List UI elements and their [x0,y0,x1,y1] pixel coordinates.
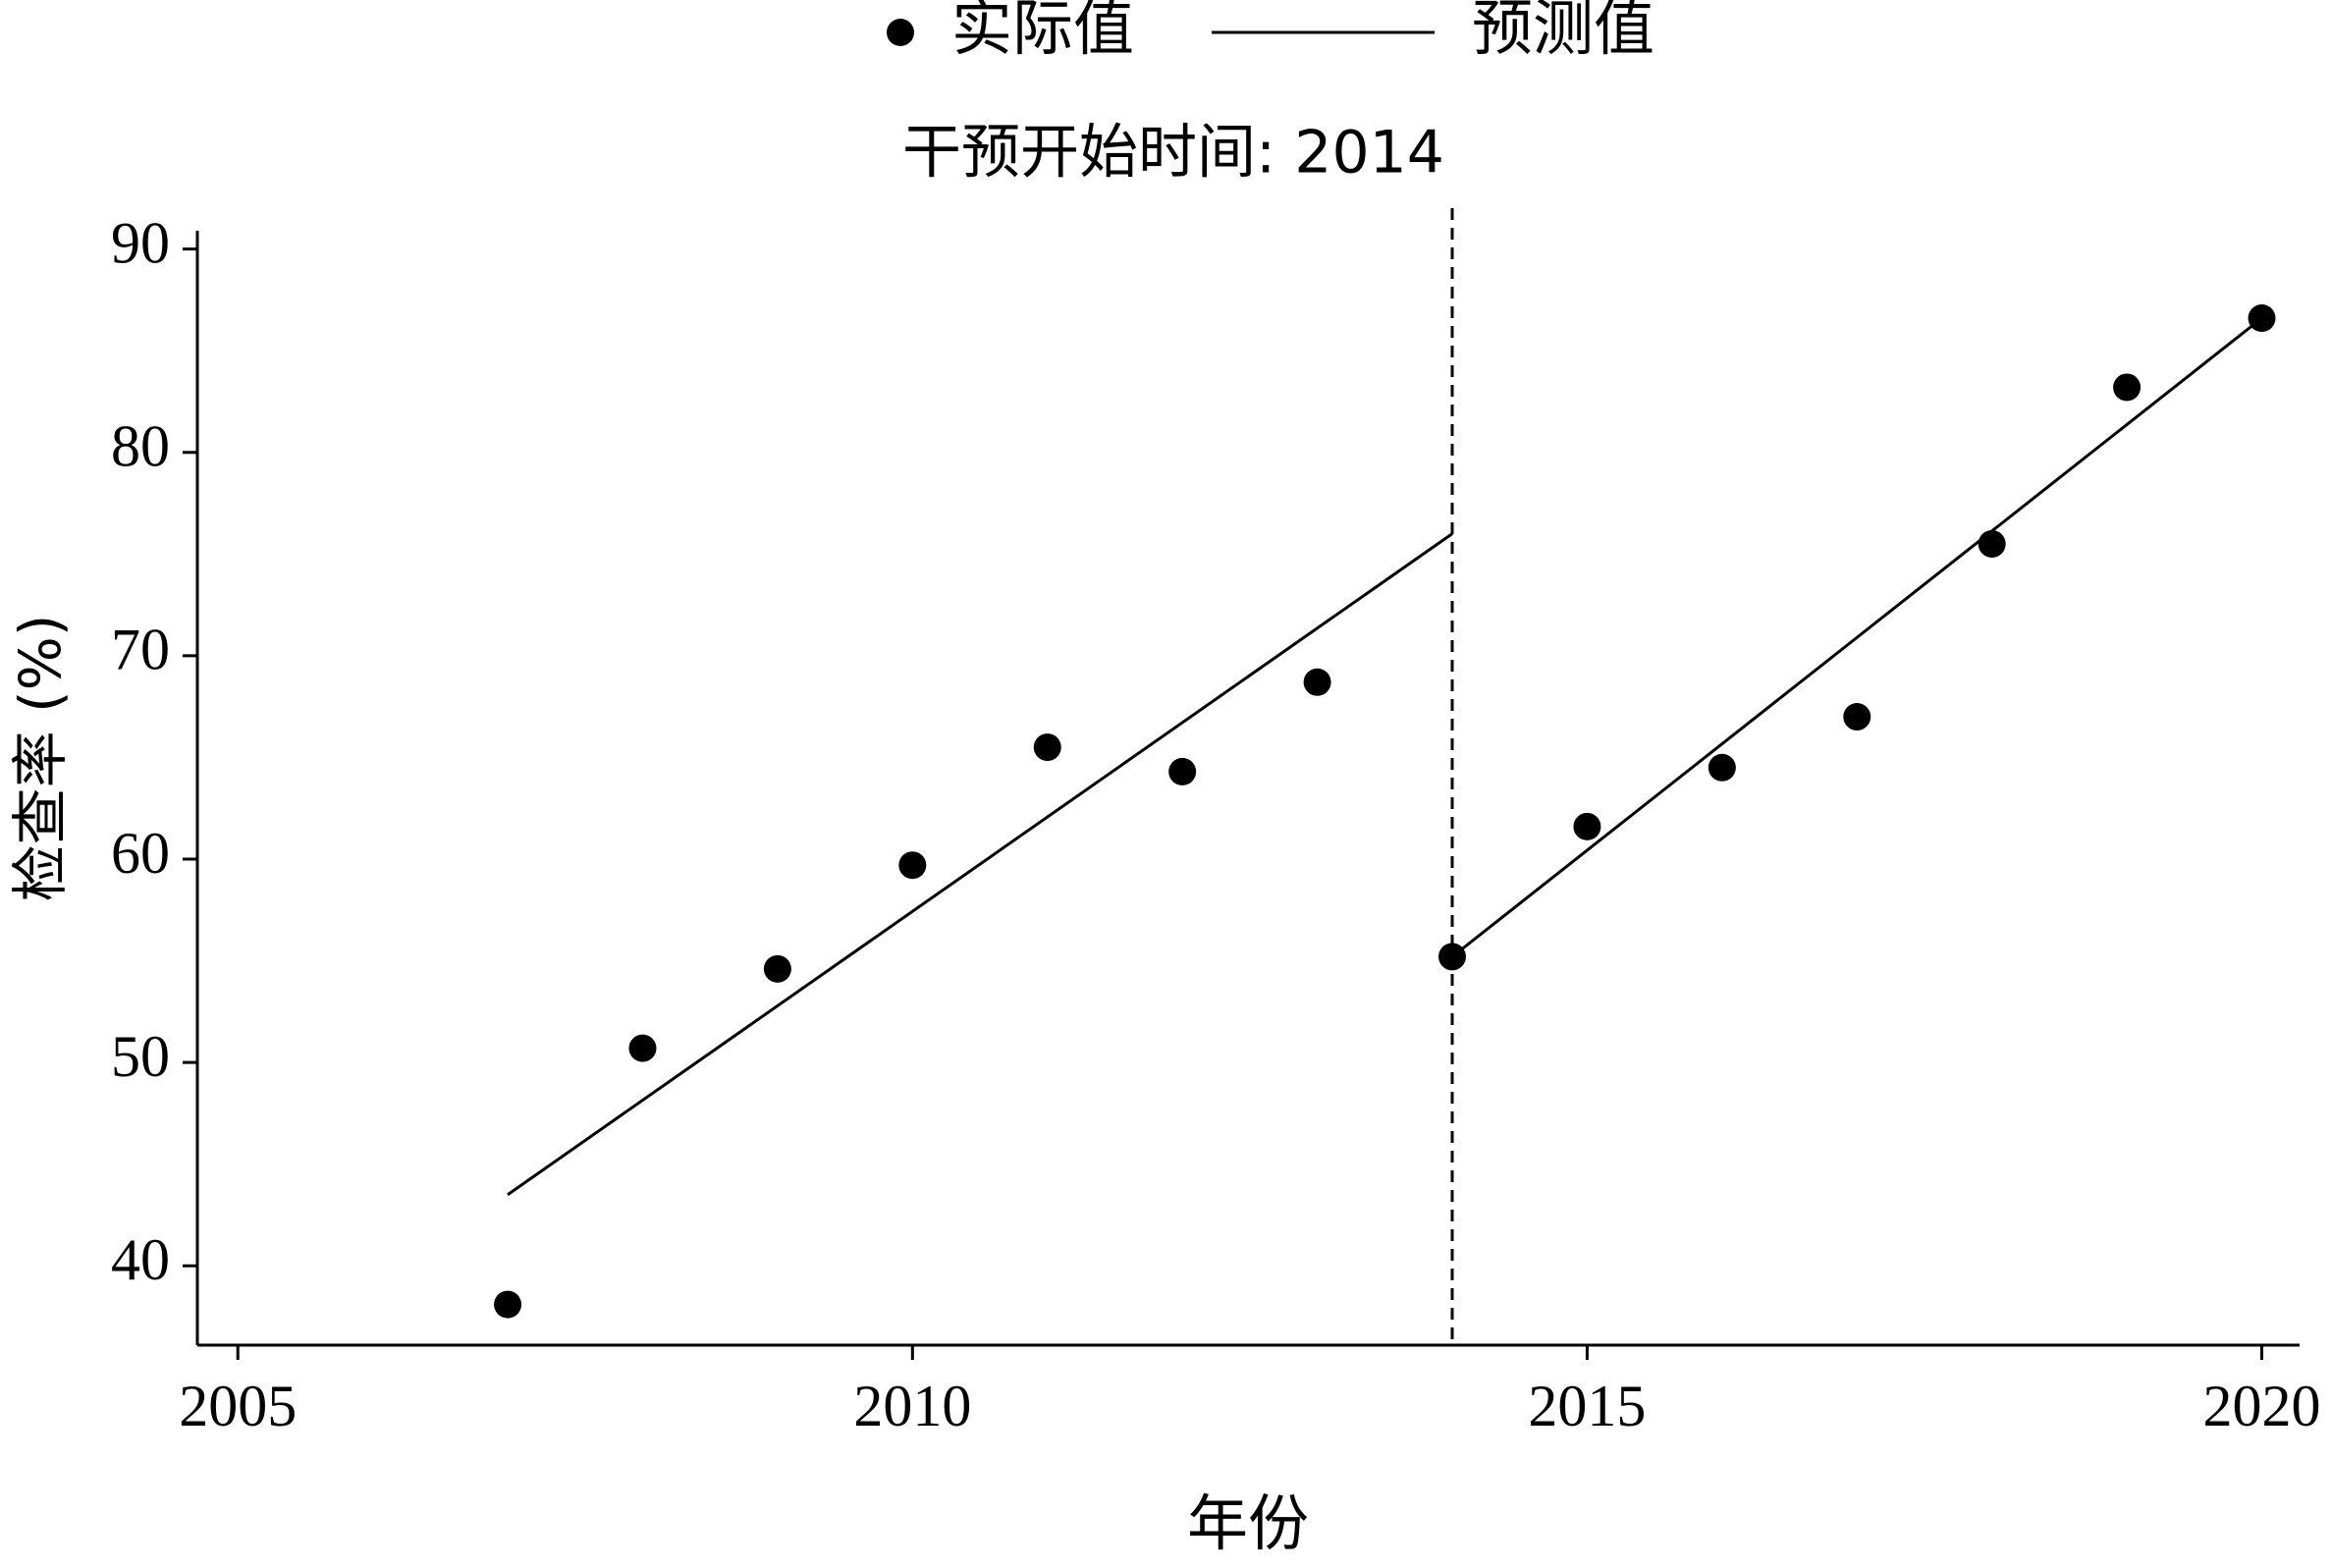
data-point [494,1290,522,1319]
data-point [763,954,791,983]
fit-line [507,316,2263,1196]
data-point [1978,529,2006,558]
data-point [628,1034,657,1062]
data-point [2113,373,2141,402]
x-tick-label: 2020 [2203,1374,2321,1438]
data-point [1168,757,1197,785]
data-point [1033,733,1061,762]
legend-label: 预测值 [1472,0,1654,64]
y-tick-label: 90 [111,210,170,275]
annotation: 干预开始时间: 2014 [902,119,1444,188]
x-tick-label: 2010 [853,1374,971,1438]
data-point [898,851,927,880]
y-tick-label: 70 [111,618,170,682]
data-point [1303,668,1331,696]
x-tick-label: 2015 [1528,1374,1646,1438]
y-axis-label: 检查率 (%) [7,615,74,902]
y-tick-label: 60 [111,821,170,886]
legend-marker [887,19,914,46]
y-tick-label: 40 [111,1227,170,1292]
x-tick-label: 2005 [179,1374,297,1438]
x-axis-label: 年份 [1187,1487,1309,1559]
data-point [1708,753,1736,782]
y-tick-label: 50 [111,1024,170,1089]
data-point [1573,812,1601,840]
y-tick-label: 80 [111,414,170,479]
data-point [1843,703,1871,731]
legend-label: 实际值 [951,0,1134,64]
